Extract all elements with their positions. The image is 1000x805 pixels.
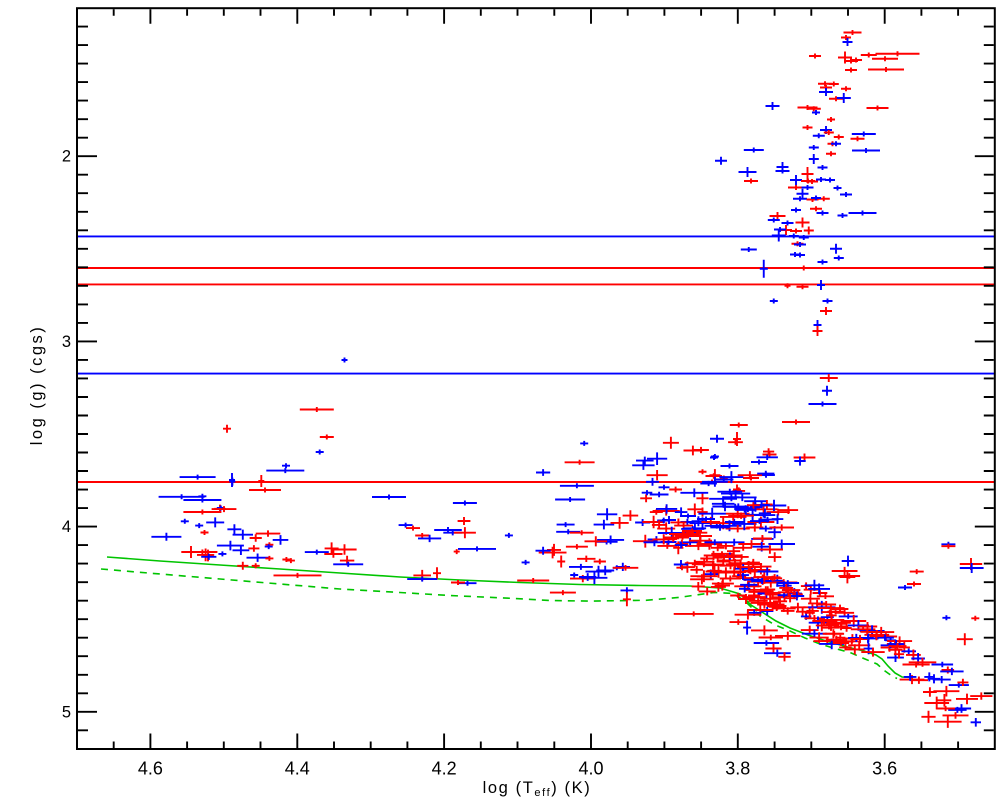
svg-text:4.6: 4.6 [138, 759, 163, 779]
svg-text:3.8: 3.8 [725, 759, 750, 779]
svg-text:4.2: 4.2 [432, 759, 457, 779]
svg-text:log (Teff) (K): log (Teff) (K) [483, 779, 592, 799]
svg-text:5: 5 [62, 703, 71, 721]
svg-text:3.6: 3.6 [872, 759, 897, 779]
svg-text:3: 3 [62, 333, 71, 351]
svg-text:4.0: 4.0 [578, 759, 603, 779]
svg-text:4.4: 4.4 [285, 759, 310, 779]
svg-text:log (g) (cgs): log (g) (cgs) [28, 325, 46, 446]
svg-text:2: 2 [62, 148, 71, 166]
svg-text:4: 4 [62, 518, 71, 536]
